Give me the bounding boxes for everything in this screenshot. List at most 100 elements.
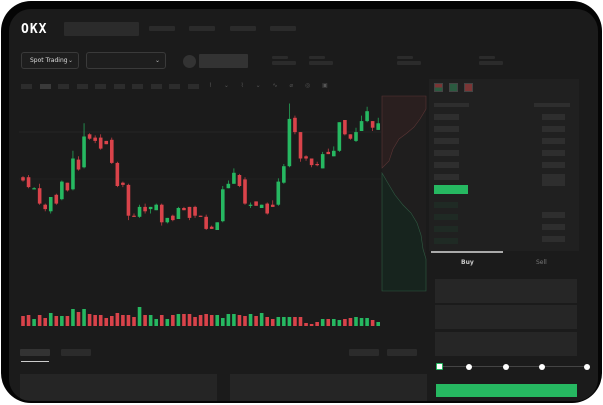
tab-open-orders[interactable] [20, 349, 50, 356]
timeframe-button[interactable] [187, 84, 199, 89]
market-dropdown[interactable]: Spot Trading ⌄ [21, 52, 79, 69]
candle [370, 121, 375, 131]
candle [209, 225, 214, 229]
slider-step-100[interactable] [584, 364, 590, 370]
timeframe-button[interactable] [150, 84, 162, 89]
volume-bar [332, 319, 336, 326]
candle-body [137, 206, 142, 217]
candle [232, 168, 236, 184]
timeframe-button[interactable] [132, 84, 143, 89]
stat-label [272, 56, 288, 59]
candle [326, 148, 331, 155]
amount-input[interactable] [435, 305, 577, 329]
candle [204, 214, 208, 230]
candle-body [204, 216, 208, 229]
candle-body [315, 164, 319, 166]
candles [21, 103, 380, 230]
candlestick-chart[interactable] [9, 9, 598, 401]
nav-item[interactable] [189, 26, 215, 31]
nav-item[interactable] [270, 26, 296, 31]
candle [110, 137, 114, 164]
percent-slider-track[interactable] [439, 366, 589, 367]
candle-body [171, 215, 175, 221]
order-book-asks-icon[interactable] [464, 83, 473, 92]
order-book-bids-icon[interactable] [449, 83, 458, 92]
trading-screen: OKX Spot Trading ⌄ ⌄ ⌇ ⌄ ⌇ ⌄ ∿ ⌀ ◎ ▣ Buy … [9, 9, 598, 401]
order-book-both-icon[interactable] [434, 83, 443, 92]
candle-body [176, 208, 181, 219]
candle [193, 205, 197, 218]
candle [309, 158, 314, 168]
candle-body [332, 150, 336, 157]
candle-body [254, 201, 258, 206]
nav-item[interactable] [149, 26, 175, 31]
percent-slider-handle[interactable] [436, 363, 443, 370]
candle [132, 213, 136, 217]
candle [43, 203, 47, 212]
candle [182, 206, 186, 211]
candle [187, 206, 192, 221]
volume-bar [276, 317, 281, 326]
bid-size [542, 236, 565, 242]
candle-body [237, 175, 242, 186]
candle-body [270, 204, 275, 207]
candle-body [354, 132, 358, 141]
volume-bar [287, 317, 292, 326]
chevron-down-icon: ⌄ [67, 57, 73, 64]
volume-bar [243, 316, 247, 326]
bottom-panel-left [20, 374, 217, 401]
candle [126, 183, 131, 221]
candle-body [226, 183, 231, 189]
slider-step-25[interactable] [466, 364, 472, 370]
candle [171, 214, 175, 222]
ask-size [542, 138, 565, 144]
timeframe-button[interactable] [21, 84, 32, 89]
total-input[interactable] [435, 332, 577, 356]
ask-price [434, 138, 459, 144]
drawing-tools-icons[interactable]: ⌇ ⌄ ⌇ ⌄ ∿ ⌀ ◎ ▣ [209, 82, 333, 89]
timeframe-button[interactable] [95, 84, 106, 89]
buy-tab-underline [431, 251, 503, 253]
candle [26, 175, 31, 189]
ask-size [542, 126, 565, 132]
buy-tab[interactable]: Buy [461, 259, 474, 266]
ask-size [542, 114, 565, 120]
stat-value [272, 61, 296, 65]
volume-bar [237, 315, 242, 326]
timeframe-button[interactable] [76, 84, 88, 89]
chevron-down-icon: ⌄ [154, 57, 160, 64]
column-header [534, 103, 570, 107]
slider-step-75[interactable] [539, 364, 545, 370]
nav-item[interactable] [230, 26, 256, 31]
candle-body [87, 134, 92, 139]
candle-body [370, 121, 375, 128]
candle-body [198, 215, 203, 217]
timeframe-button[interactable] [39, 84, 51, 89]
candle [48, 197, 53, 214]
volume-bar [76, 312, 81, 326]
slider-step-50[interactable] [503, 364, 509, 370]
volume-bar [304, 323, 308, 326]
timeframe-button[interactable] [113, 84, 125, 89]
filter-button[interactable] [349, 349, 379, 356]
filter-button[interactable] [387, 349, 417, 356]
volume-bar [65, 316, 70, 326]
sell-tab[interactable]: Sell [536, 259, 547, 266]
timeframe-button[interactable] [58, 84, 69, 89]
candle-body [193, 206, 197, 216]
bid-price [434, 202, 458, 208]
search-bar[interactable] [64, 22, 139, 36]
candle-body [293, 117, 297, 133]
pair-dropdown[interactable]: ⌄ [86, 52, 166, 69]
price-input[interactable] [435, 279, 577, 303]
volume-bar [265, 317, 269, 326]
candle-body [304, 156, 308, 159]
candle [60, 180, 64, 201]
candle-body [37, 188, 42, 204]
timeframe-button[interactable] [169, 84, 180, 89]
candle-body [110, 139, 114, 163]
buy-button[interactable] [436, 384, 577, 397]
tab-order-history[interactable] [61, 349, 91, 356]
last-price [434, 185, 468, 194]
volume-bar [143, 315, 147, 326]
